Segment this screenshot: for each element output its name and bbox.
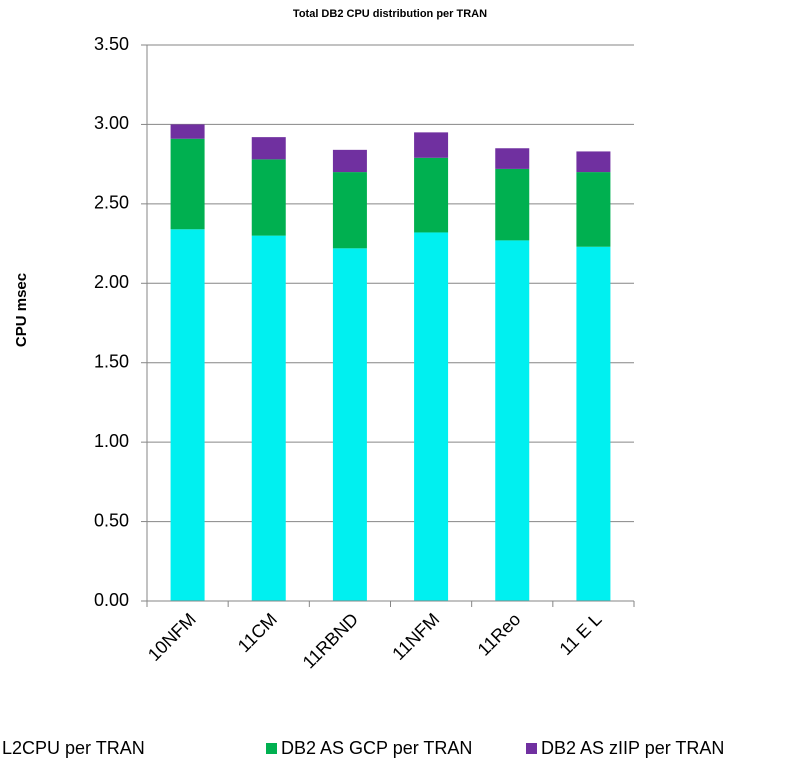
bar-segment: [414, 132, 449, 158]
y-tick-label: 2.50: [94, 193, 129, 213]
bar-segment: [495, 240, 530, 601]
legend-label: DB2 AS zIIP per TRAN: [541, 738, 724, 758]
bar-segment: [332, 248, 367, 601]
bar-segment: [414, 157, 449, 233]
chart-title: Total DB2 CPU distribution per TRAN: [293, 8, 487, 20]
bar-segment: [332, 172, 367, 249]
bar-segment: [170, 124, 205, 139]
bar-segment: [576, 246, 611, 601]
x-tick-label: 11NFM: [388, 609, 443, 664]
x-tick-label: 11RBND: [299, 609, 362, 672]
y-tick-label: 1.00: [94, 431, 129, 451]
x-tick-label: 11 E L: [556, 609, 606, 659]
x-tick-label: 11Reo: [474, 609, 525, 660]
bar-segment: [170, 138, 205, 230]
y-tick-label: 0.00: [94, 590, 129, 610]
x-tick-label: 11CM: [234, 609, 281, 656]
bar-segment: [251, 235, 286, 601]
bar-segment: [251, 159, 286, 236]
y-tick-label: 1.50: [94, 351, 129, 371]
bar-segment: [495, 148, 530, 169]
y-tick-label: 3.50: [94, 34, 129, 54]
y-tick-label: 2.00: [94, 272, 129, 292]
bar-segment: [332, 149, 367, 173]
y-tick-label: 0.50: [94, 510, 129, 530]
y-axis-label: CPU msec: [13, 273, 30, 347]
bar-segment: [414, 232, 449, 602]
x-tick-label: 10NFM: [144, 609, 200, 665]
legend-swatch: [266, 743, 277, 754]
bar-segment: [495, 168, 530, 241]
legend-label: DB2 AS GCP per TRAN: [281, 738, 472, 758]
bar-segment: [576, 172, 611, 247]
y-tick-label: 3.00: [94, 113, 129, 133]
legend-swatch: [526, 743, 537, 754]
bar-segment: [251, 137, 286, 160]
bar-segment: [576, 151, 611, 173]
bar-segment: [170, 229, 205, 601]
legend-label: L2CPU per TRAN: [2, 738, 145, 758]
